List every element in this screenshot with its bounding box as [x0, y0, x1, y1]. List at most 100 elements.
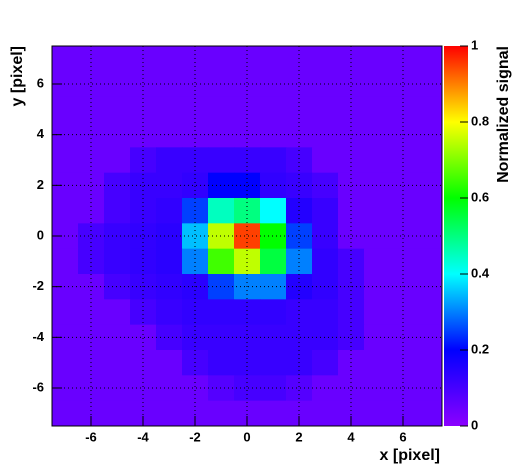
- heat-cell: [416, 122, 443, 148]
- heat-cell: [364, 96, 391, 123]
- x-tick-label: -2: [189, 429, 201, 444]
- heat-cell: [208, 324, 235, 351]
- x-tick-label: 2: [295, 429, 302, 444]
- y-tick-label: 6: [37, 75, 44, 90]
- heat-cell: [52, 147, 79, 174]
- heat-cell: [78, 147, 105, 174]
- heat-cell: [364, 71, 391, 98]
- y-tick-label: 0: [37, 227, 44, 242]
- heat-cell: [260, 198, 287, 224]
- heat-cell: [364, 324, 391, 351]
- heat-cell: [312, 375, 339, 402]
- y-tick-label: 2: [37, 177, 44, 192]
- heat-cell: [312, 198, 339, 224]
- heat-cell: [208, 147, 235, 174]
- heat-cell: [260, 400, 287, 427]
- heat-cell: [208, 350, 235, 376]
- heat-cell: [52, 96, 79, 123]
- heat-cell: [52, 248, 79, 275]
- heat-cell: [234, 147, 261, 174]
- heat-cell: [130, 299, 157, 326]
- heat-cell: [364, 400, 391, 427]
- heat-cell: [156, 324, 183, 351]
- y-tick-label: -6: [32, 379, 44, 394]
- heat-cell: [416, 248, 443, 275]
- heat-cell: [260, 375, 287, 402]
- heat-cell: [104, 198, 131, 224]
- heat-cell: [52, 350, 79, 376]
- heat-cell: [208, 223, 235, 250]
- x-tick-label: 6: [399, 429, 406, 444]
- heat-cell: [260, 223, 287, 250]
- heat-cell: [390, 147, 417, 174]
- heat-cell: [156, 71, 183, 98]
- x-axis-title: x [pixel]: [380, 447, 440, 464]
- heat-cell: [104, 400, 131, 427]
- heat-cell: [312, 122, 339, 148]
- heat-cell: [416, 350, 443, 376]
- heat-cell: [286, 147, 313, 174]
- heat-cell: [208, 172, 235, 199]
- heat-cell: [364, 122, 391, 148]
- heat-cell: [286, 299, 313, 326]
- heat-cell: [208, 96, 235, 123]
- heat-cell: [364, 147, 391, 174]
- colorbar-title: Normalized signal: [495, 46, 512, 183]
- heat-cell: [364, 375, 391, 402]
- heat-cell: [208, 71, 235, 98]
- heat-cell: [364, 248, 391, 275]
- heat-cell: [208, 375, 235, 402]
- colorbar-tick-label: 0.2: [471, 341, 489, 356]
- heat-cell: [312, 172, 339, 199]
- y-tick-label: -4: [32, 329, 44, 344]
- colorbar-tick-label: 0: [471, 417, 478, 432]
- heat-cell: [260, 122, 287, 148]
- heat-cell: [416, 71, 443, 98]
- heat-cell: [416, 96, 443, 123]
- heat-cell: [260, 299, 287, 326]
- heat-cell: [312, 46, 339, 72]
- heat-cell: [364, 172, 391, 199]
- heat-cell: [156, 299, 183, 326]
- heat-cell: [52, 46, 79, 72]
- heat-cell: [312, 147, 339, 174]
- heat-cell: [364, 223, 391, 250]
- heat-cell: [208, 198, 235, 224]
- heat-cell: [156, 375, 183, 402]
- heat-cell: [260, 248, 287, 275]
- heat-cell: [208, 274, 235, 300]
- heat-cell: [312, 350, 339, 376]
- heat-cell: [104, 71, 131, 98]
- heat-cell: [156, 274, 183, 300]
- heat-cell: [104, 223, 131, 250]
- heat-cell: [208, 122, 235, 148]
- heat-cell: [104, 147, 131, 174]
- heat-cell: [52, 198, 79, 224]
- heat-cell: [156, 350, 183, 376]
- heat-cell: [156, 96, 183, 123]
- heat-cell: [208, 400, 235, 427]
- heat-cell: [416, 375, 443, 402]
- y-tick-label: 4: [37, 126, 45, 141]
- heat-cell: [156, 198, 183, 224]
- heat-cell: [130, 147, 157, 174]
- heat-cell: [52, 299, 79, 326]
- colorbar-tick-label: 0.6: [471, 189, 489, 204]
- heat-cell: [416, 46, 443, 72]
- x-tick-label: 4: [347, 429, 355, 444]
- y-tick-label: -2: [32, 278, 44, 293]
- heat-cell: [156, 147, 183, 174]
- heat-cell: [260, 46, 287, 72]
- heat-cell: [234, 299, 261, 326]
- heat-cell: [416, 299, 443, 326]
- heat-cell: [104, 299, 131, 326]
- colorbar-tick-label: 0.4: [471, 265, 490, 280]
- heat-cell: [156, 172, 183, 199]
- heat-cell: [156, 248, 183, 275]
- heat-cell: [156, 122, 183, 148]
- heat-cell: [156, 223, 183, 250]
- heat-cell: [208, 248, 235, 275]
- heat-cell: [416, 274, 443, 300]
- heat-cell: [312, 274, 339, 300]
- heat-cell: [416, 400, 443, 427]
